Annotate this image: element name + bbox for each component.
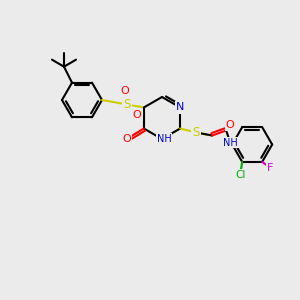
Text: N: N (176, 103, 184, 112)
Text: Cl: Cl (235, 170, 245, 180)
Text: NH: NH (223, 137, 238, 148)
Text: F: F (267, 163, 273, 173)
Text: S: S (193, 126, 200, 139)
Text: NH: NH (157, 134, 171, 144)
Text: O: O (121, 86, 130, 97)
Text: O: O (133, 110, 142, 119)
Text: O: O (122, 134, 131, 143)
Text: S: S (123, 98, 131, 111)
Text: O: O (226, 119, 235, 130)
